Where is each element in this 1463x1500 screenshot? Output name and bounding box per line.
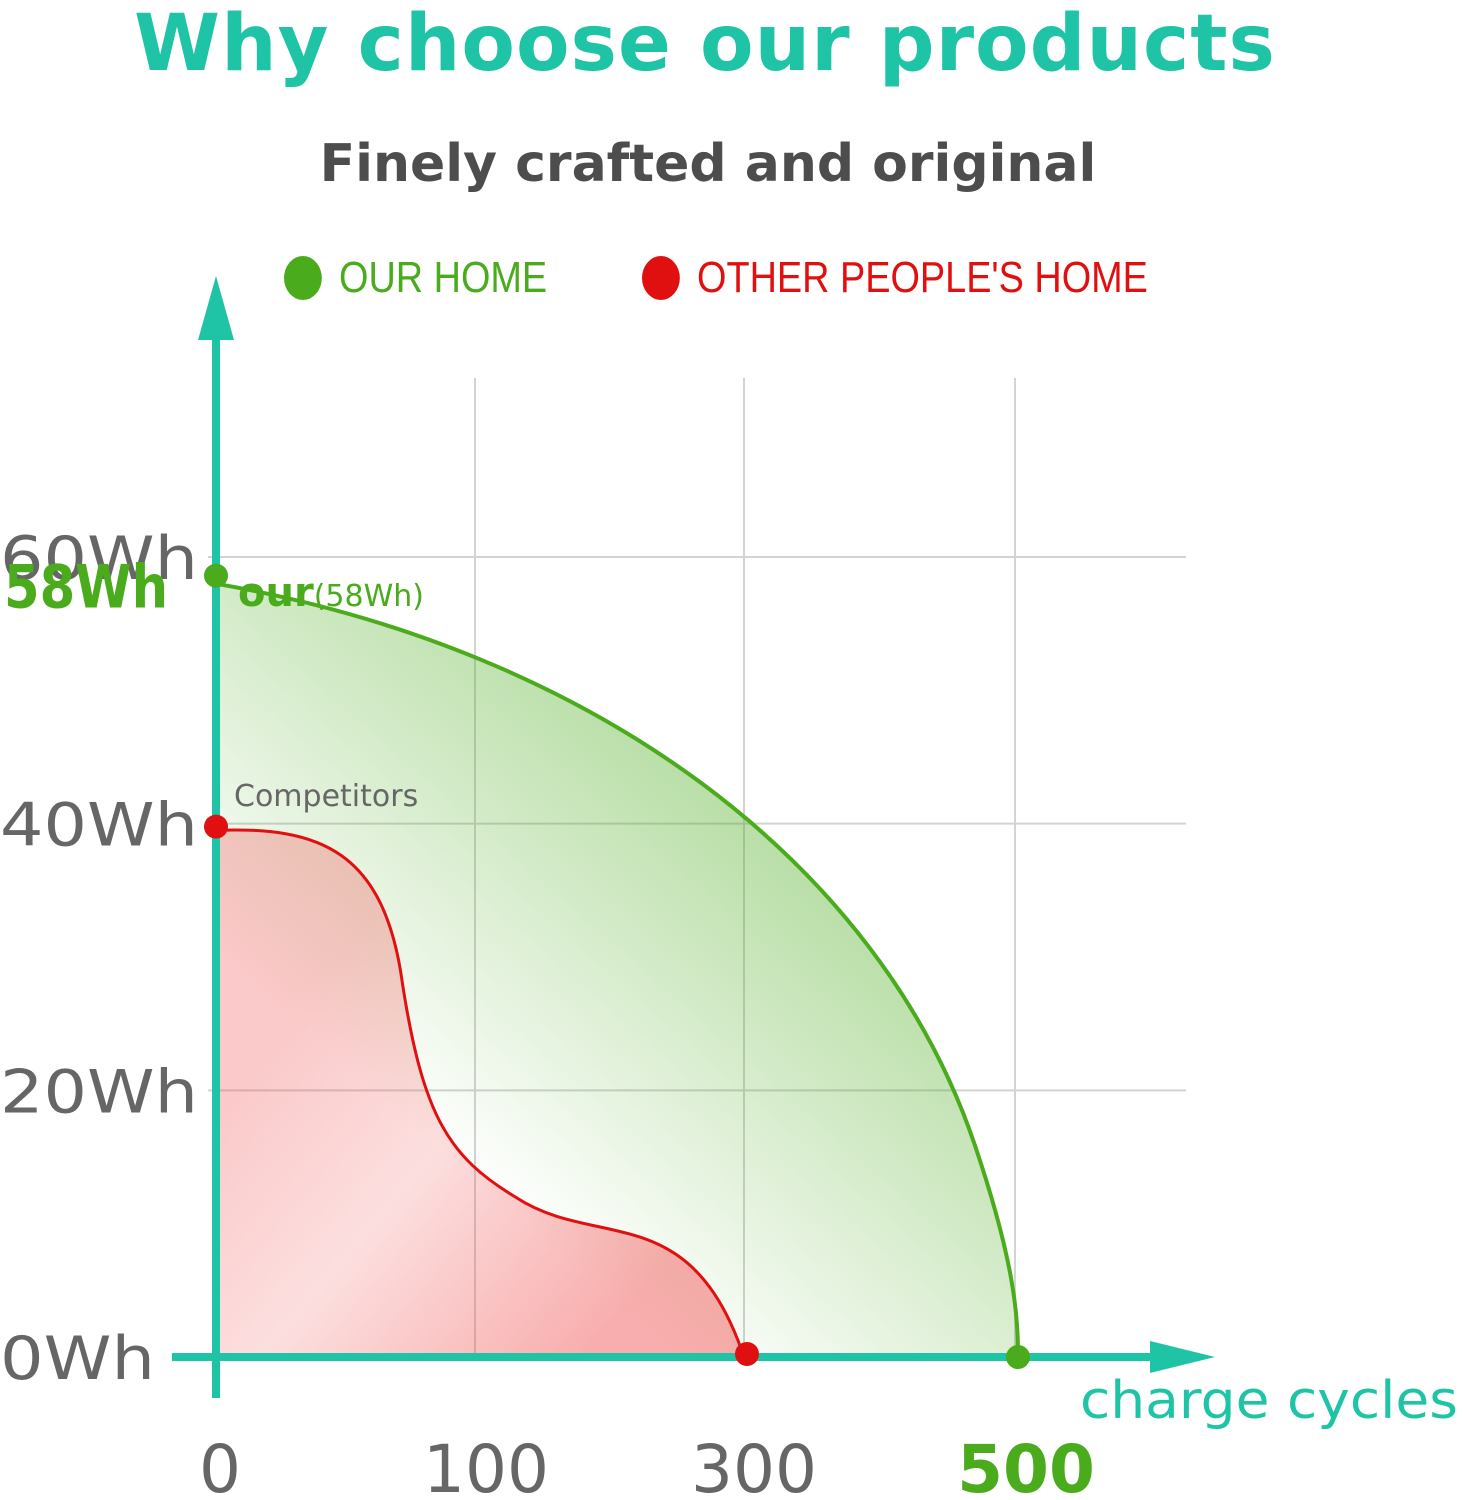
point-ours-start [204, 563, 228, 588]
legend-item-theirs: OTHER PEOPLE'S HOME [642, 248, 1148, 308]
legend-dot-theirs-icon [642, 256, 680, 300]
annotation-theirs: Competitors [234, 779, 418, 814]
x-axis-arrow-icon [1150, 1341, 1215, 1373]
series-marks [204, 563, 1030, 1369]
legend-label-theirs: OTHER PEOPLE'S HOME [697, 253, 1148, 302]
annotations: our(58Wh) Competitors [234, 570, 424, 814]
y-tick-label-40: 40Wh [0, 791, 198, 861]
chart-title: Why choose our products [134, 0, 1276, 89]
x-tick-label-100: 100 [423, 1431, 549, 1500]
x-tick-label-300: 300 [691, 1431, 817, 1500]
x-tick-label-500: 500 [957, 1431, 1095, 1500]
series-areas [215, 581, 1020, 1358]
y-tick-label-20: 20Wh [0, 1057, 198, 1127]
annotation-ours-name: our [238, 570, 314, 616]
annotation-ours-detail: (58Wh) [314, 579, 424, 614]
chart-subtitle: Finely crafted and original [319, 134, 1097, 194]
line-theirs [215, 828, 746, 1358]
legend-label-ours: OUR HOME [339, 253, 548, 302]
point-theirs-start [204, 814, 228, 839]
line-ours [215, 581, 1020, 1358]
y-axis-arrow-icon [198, 276, 234, 340]
annotation-ours: our(58Wh) [238, 570, 424, 616]
axes [172, 276, 1215, 1398]
point-theirs-end [735, 1342, 759, 1366]
point-ours-end [1006, 1345, 1030, 1369]
area-theirs [216, 829, 744, 1357]
x-tick-label-0: 0 [199, 1431, 241, 1500]
x-axis-title: charge cycles [1080, 1371, 1458, 1431]
legend-dot-ours-icon [284, 256, 322, 300]
y-highlight-label: 58Wh [4, 553, 168, 623]
y-tick-label-0: 0Wh [0, 1324, 155, 1394]
y-tick-label-60: 60Wh [0, 524, 198, 594]
legend-item-ours: OUR HOME [284, 248, 547, 308]
